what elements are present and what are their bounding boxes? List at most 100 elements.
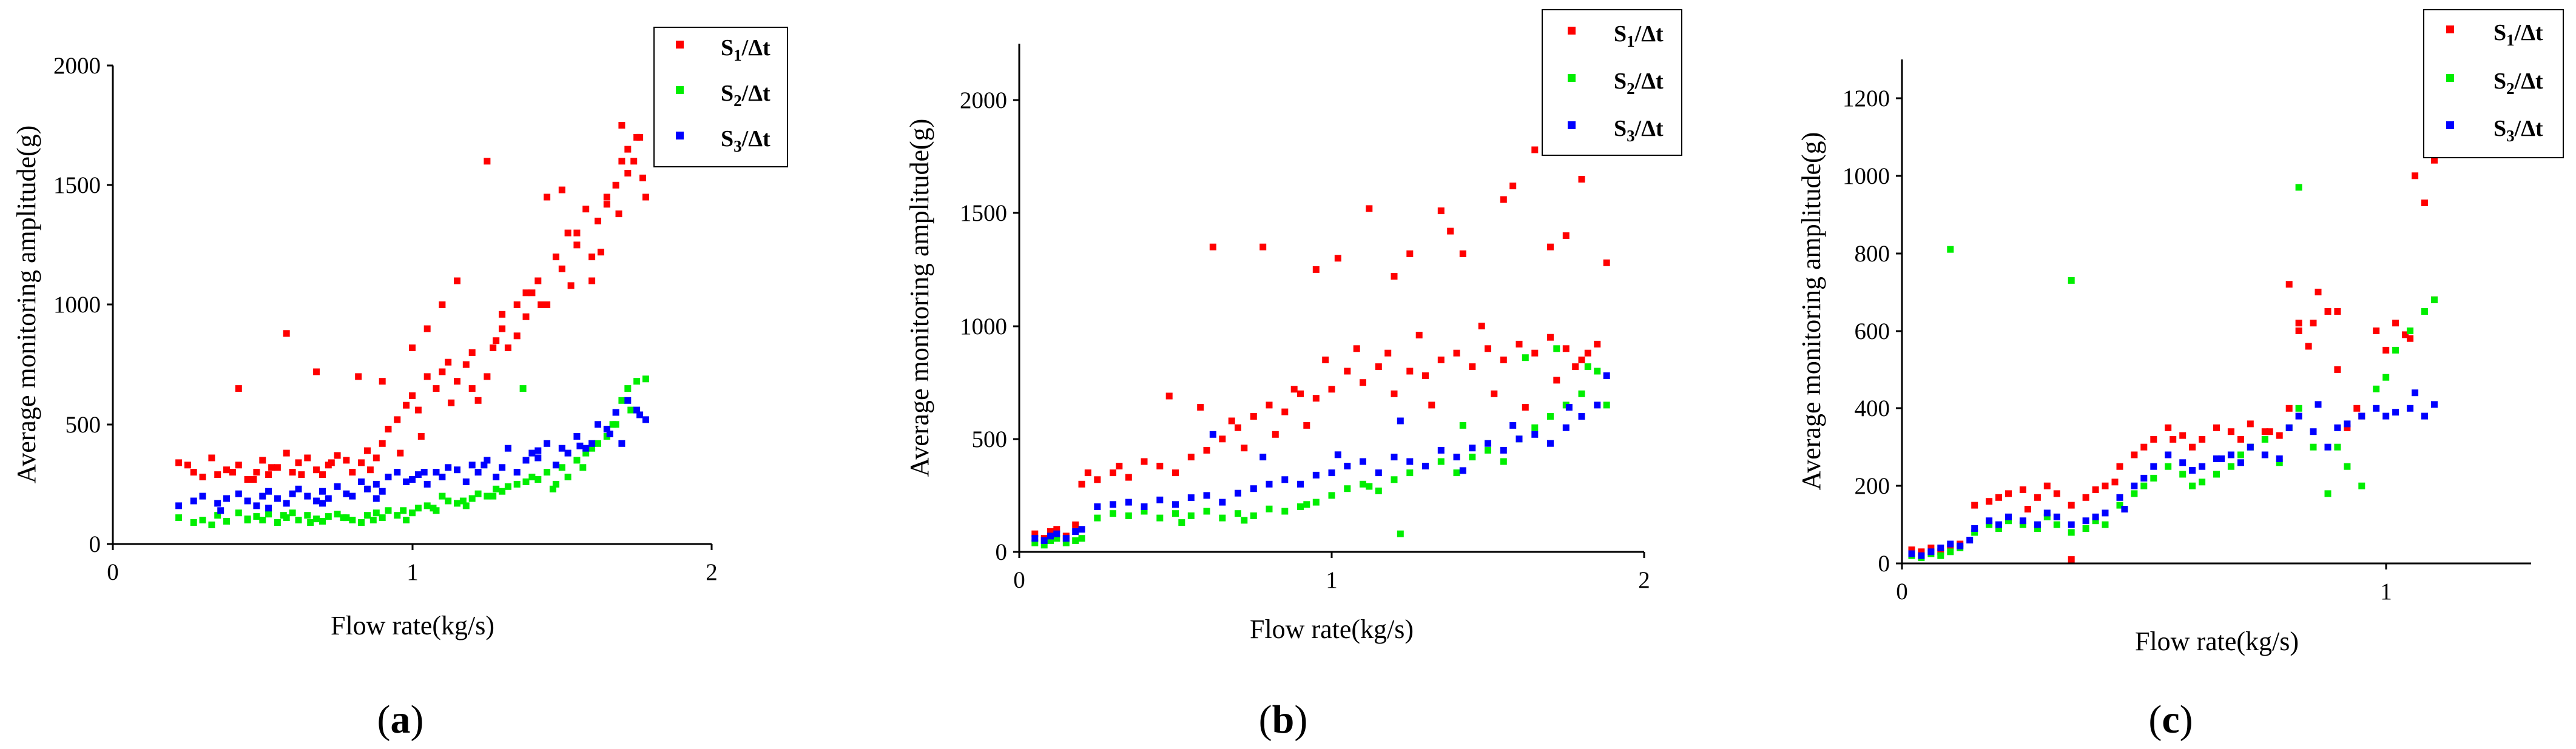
- scatter-point-s1: [1328, 386, 1335, 393]
- scatter-point-s2: [2116, 502, 2123, 509]
- scatter-point-s2: [199, 517, 206, 523]
- scatter-point-s1: [439, 301, 446, 308]
- scatter-point-s1: [2005, 490, 2012, 497]
- scatter-point-s3: [439, 474, 446, 480]
- scatter-point-s2: [1303, 501, 1310, 508]
- scatter-point-s2: [595, 440, 601, 447]
- scatter-point-s3: [588, 440, 596, 447]
- scatter-point-s3: [534, 454, 542, 462]
- scatter-point-s2: [1235, 510, 1241, 517]
- scatter-point-s1: [2373, 327, 2380, 334]
- scatter-point-s3: [642, 416, 649, 423]
- scatter-point-s3: [385, 474, 392, 480]
- scatter-point-s3: [265, 488, 272, 495]
- scatter-point-s1: [2068, 556, 2075, 563]
- scatter-point-s1: [1297, 390, 1304, 397]
- scatter-point-s1: [538, 301, 545, 308]
- scatter-point-s2: [2019, 521, 2026, 528]
- scatter-point-s2: [1312, 499, 1320, 506]
- scatter-point-s1: [1594, 340, 1601, 348]
- scatter-point-s1: [1272, 431, 1279, 438]
- scatter-point-s2: [493, 485, 500, 492]
- scatter-point-s3: [552, 462, 559, 469]
- scatter-point-s1: [229, 469, 236, 476]
- scatter-point-s3: [1927, 548, 1935, 556]
- scatter-point-s3: [295, 485, 302, 492]
- scatter-point-s1: [1250, 413, 1257, 420]
- scatter-point-s1: [253, 469, 260, 476]
- scatter-point-s2: [633, 378, 641, 385]
- scatter-point-s1: [2227, 428, 2234, 435]
- scatter-point-s3: [217, 507, 224, 514]
- scatter-point-s1: [1219, 435, 1226, 443]
- scatter-point-s1: [2295, 320, 2302, 327]
- scatter-point-s3: [2218, 455, 2225, 462]
- scatter-point-s2: [2295, 184, 2302, 191]
- scatter-point-s1: [582, 206, 590, 213]
- legend-swatch-s3: [2446, 121, 2454, 129]
- scatter-point-s3: [274, 495, 281, 502]
- scatter-point-s1: [1375, 363, 1382, 371]
- scatter-point-s2: [289, 509, 296, 517]
- scatter-point-s3: [606, 431, 613, 437]
- scatter-point-s3: [504, 445, 511, 452]
- y-tick-label: 400: [1855, 395, 1890, 422]
- scatter-point-s2: [528, 474, 536, 480]
- scatter-point-s3: [454, 466, 460, 474]
- scatter-point-s2: [280, 512, 287, 519]
- scatter-point-s1: [2344, 424, 2351, 431]
- scatter-point-s1: [1259, 243, 1267, 250]
- scatter-point-s3: [603, 426, 610, 433]
- scatter-point-s1: [612, 181, 619, 189]
- scatter-point-s1: [1116, 463, 1123, 469]
- scatter-point-s1: [235, 462, 242, 469]
- scatter-point-s2: [1072, 537, 1079, 544]
- scatter-point-s2: [519, 385, 527, 392]
- scatter-point-s2: [190, 519, 197, 526]
- legend-swatch-s2: [2446, 74, 2454, 82]
- scatter-point-s2: [385, 507, 392, 514]
- panel-c-label: (c): [2148, 697, 2193, 742]
- scatter-point-s2: [1219, 514, 1226, 522]
- scatter-point-s1: [1312, 395, 1320, 402]
- scatter-point-s2: [1040, 542, 1048, 549]
- scatter-point-s1: [313, 466, 320, 474]
- scatter-point-s3: [493, 474, 500, 480]
- x-tick-label: 0: [1896, 579, 1908, 605]
- scatter-point-s1: [595, 217, 601, 224]
- scatter-point-s1: [597, 249, 604, 256]
- scatter-point-s1: [439, 368, 446, 375]
- scatter-point-s1: [499, 311, 506, 318]
- scatter-point-s2: [573, 457, 581, 464]
- scatter-point-s2: [474, 490, 482, 497]
- scatter-point-s1: [642, 193, 649, 201]
- scatter-point-s1: [244, 476, 251, 483]
- scatter-point-s1: [283, 449, 290, 457]
- scatter-point-s3: [1547, 440, 1554, 447]
- scatter-point-s2: [513, 480, 521, 488]
- scatter-point-s3: [394, 469, 401, 476]
- scatter-point-s1: [1406, 368, 1414, 375]
- scatter-point-s1: [1156, 463, 1164, 469]
- scatter-point-s3: [1565, 404, 1573, 411]
- scatter-point-s1: [379, 378, 386, 385]
- scatter-point-s1: [1241, 445, 1248, 452]
- scatter-point-s3: [1334, 451, 1341, 458]
- scatter-point-s1: [349, 469, 356, 476]
- scatter-point-s2: [2068, 277, 2075, 284]
- scatter-point-s3: [2407, 405, 2414, 412]
- scatter-point-s1: [1469, 363, 1476, 371]
- scatter-point-s1: [2068, 502, 2075, 509]
- scatter-point-s2: [462, 502, 470, 509]
- scatter-point-s1: [1391, 273, 1398, 280]
- scatter-point-s1: [484, 158, 491, 165]
- scatter-point-s1: [1187, 454, 1195, 461]
- scatter-point-s2: [522, 478, 530, 485]
- scatter-point-s2: [304, 512, 311, 519]
- scatter-point-s2: [1062, 539, 1070, 546]
- scatter-point-s2: [504, 483, 511, 490]
- scatter-point-s3: [474, 469, 482, 476]
- y-tick-label: 800: [1855, 241, 1890, 267]
- scatter-point-s1: [1927, 544, 1935, 551]
